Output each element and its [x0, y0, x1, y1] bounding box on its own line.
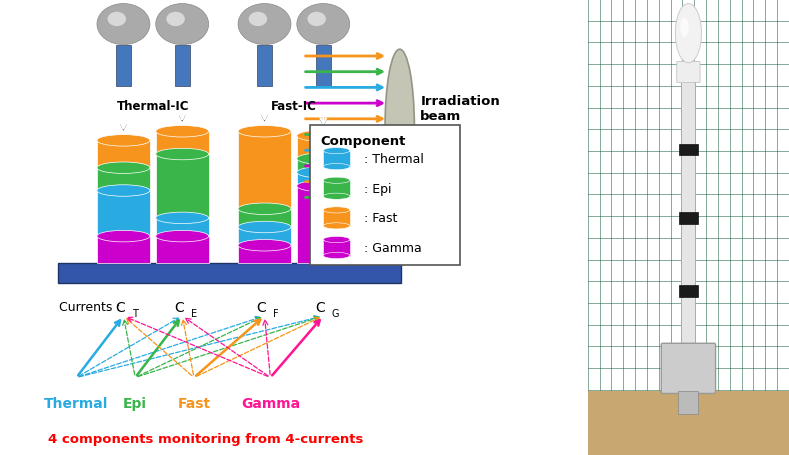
Ellipse shape — [385, 50, 414, 205]
Ellipse shape — [155, 231, 208, 243]
Polygon shape — [97, 191, 150, 237]
Polygon shape — [155, 237, 208, 264]
Text: C: C — [316, 300, 325, 314]
Ellipse shape — [155, 149, 208, 161]
Polygon shape — [323, 181, 350, 197]
FancyBboxPatch shape — [679, 145, 698, 156]
Ellipse shape — [97, 135, 150, 147]
FancyBboxPatch shape — [677, 62, 700, 83]
Text: Thermal: Thermal — [44, 396, 109, 410]
FancyBboxPatch shape — [310, 126, 460, 265]
Ellipse shape — [238, 203, 291, 215]
Circle shape — [166, 13, 185, 27]
Polygon shape — [297, 187, 350, 264]
FancyBboxPatch shape — [661, 344, 716, 394]
Polygon shape — [238, 209, 291, 228]
Text: Fast: Fast — [178, 396, 211, 410]
Ellipse shape — [323, 164, 350, 170]
Polygon shape — [316, 46, 331, 86]
Polygon shape — [238, 246, 291, 264]
Circle shape — [675, 5, 701, 64]
FancyBboxPatch shape — [679, 391, 698, 414]
Text: C: C — [116, 300, 125, 314]
Polygon shape — [323, 240, 350, 256]
Ellipse shape — [238, 126, 291, 138]
Ellipse shape — [323, 223, 350, 229]
Text: F: F — [274, 308, 279, 318]
FancyBboxPatch shape — [58, 263, 401, 283]
Polygon shape — [238, 228, 291, 246]
Polygon shape — [257, 46, 272, 86]
Ellipse shape — [323, 148, 350, 154]
Circle shape — [107, 13, 126, 27]
Text: 4 components monitoring from 4-currents: 4 components monitoring from 4-currents — [48, 432, 364, 445]
Circle shape — [297, 5, 350, 46]
Text: Irradiation
beam: Irradiation beam — [421, 95, 500, 123]
Text: Epi: Epi — [123, 396, 148, 410]
Polygon shape — [97, 237, 150, 264]
Ellipse shape — [155, 212, 208, 224]
Ellipse shape — [97, 258, 150, 270]
Text: Fast-IC: Fast-IC — [271, 100, 317, 113]
FancyBboxPatch shape — [679, 212, 698, 224]
Ellipse shape — [97, 231, 150, 243]
Text: Thermal-IC: Thermal-IC — [117, 100, 189, 113]
Text: Currents :: Currents : — [58, 301, 121, 313]
Polygon shape — [297, 159, 350, 173]
FancyBboxPatch shape — [679, 286, 698, 297]
Text: Gamma: Gamma — [241, 396, 300, 410]
Text: T: T — [133, 308, 138, 318]
Polygon shape — [155, 132, 208, 155]
Ellipse shape — [323, 253, 350, 259]
Text: Component: Component — [320, 134, 406, 147]
Ellipse shape — [155, 126, 208, 138]
Text: : Fast: : Fast — [365, 212, 398, 225]
Ellipse shape — [238, 258, 291, 270]
FancyBboxPatch shape — [682, 73, 695, 346]
Ellipse shape — [238, 222, 291, 233]
Polygon shape — [323, 151, 350, 167]
Circle shape — [249, 13, 267, 27]
Circle shape — [308, 13, 326, 27]
Ellipse shape — [323, 194, 350, 200]
Ellipse shape — [323, 178, 350, 184]
Polygon shape — [155, 155, 208, 218]
Ellipse shape — [297, 153, 350, 165]
Text: : Thermal: : Thermal — [365, 153, 424, 166]
Text: : Epi: : Epi — [365, 182, 392, 195]
Polygon shape — [323, 210, 350, 226]
Text: E: E — [191, 308, 197, 318]
Polygon shape — [155, 218, 208, 237]
Ellipse shape — [155, 258, 208, 270]
Polygon shape — [97, 168, 150, 191]
Circle shape — [238, 5, 291, 46]
Ellipse shape — [238, 240, 291, 252]
Circle shape — [680, 19, 689, 38]
Polygon shape — [297, 136, 350, 159]
Text: C: C — [256, 300, 267, 314]
Polygon shape — [175, 46, 189, 86]
Polygon shape — [116, 46, 131, 86]
Text: C: C — [174, 300, 184, 314]
Ellipse shape — [297, 167, 350, 179]
Ellipse shape — [297, 131, 350, 142]
Text: : Gamma: : Gamma — [365, 242, 422, 254]
Circle shape — [97, 5, 150, 46]
Ellipse shape — [97, 162, 150, 174]
Ellipse shape — [297, 181, 350, 192]
FancyBboxPatch shape — [588, 391, 789, 455]
Ellipse shape — [297, 258, 350, 270]
Circle shape — [155, 5, 208, 46]
Polygon shape — [238, 132, 291, 209]
Polygon shape — [97, 141, 150, 168]
Ellipse shape — [323, 207, 350, 213]
Ellipse shape — [97, 185, 150, 197]
Polygon shape — [297, 173, 350, 187]
Ellipse shape — [323, 237, 350, 243]
Text: G: G — [331, 308, 338, 318]
